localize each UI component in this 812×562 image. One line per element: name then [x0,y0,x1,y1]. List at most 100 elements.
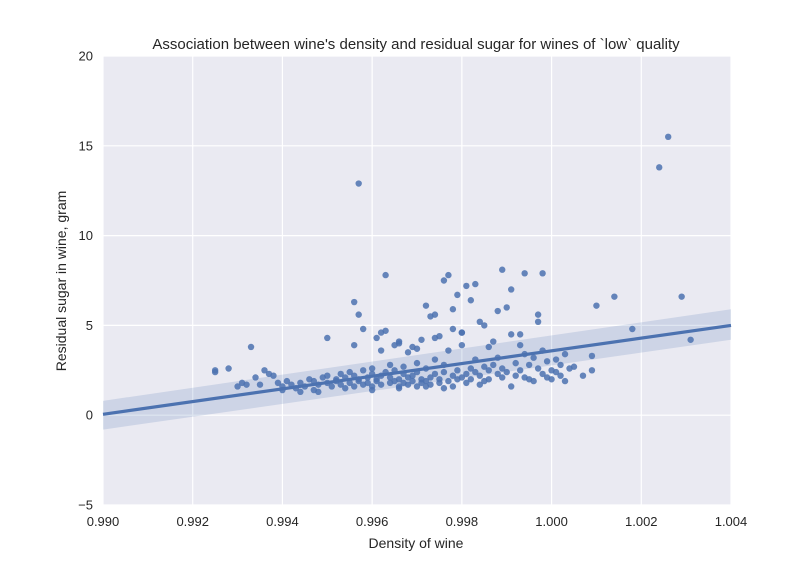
data-point [261,367,268,374]
data-point [337,381,344,388]
data-point [364,379,371,387]
data-point [467,376,475,383]
data-point [382,271,389,279]
data-point [422,383,430,390]
data-point [274,379,282,387]
data-point [440,368,448,376]
data-point [445,271,452,279]
y-tick-label: 15 [79,138,93,153]
data-point [525,361,533,369]
data-point [534,365,542,372]
data-point [395,385,403,392]
data-point [579,372,587,379]
data-point [373,377,380,385]
data-point [508,331,515,338]
data-point [404,381,412,388]
data-point [552,356,560,363]
data-point [359,325,367,333]
x-tick-label: 1.004 [715,514,748,529]
data-point [351,341,358,349]
y-tick-labels: −5 0 5 10 15 20 [78,49,93,513]
data-point [561,377,569,385]
data-point [516,367,524,374]
data-point [431,334,439,342]
data-point [588,352,596,360]
data-point [386,361,394,369]
data-point [422,302,430,309]
data-point [431,356,439,363]
data-point [355,311,362,318]
data-point [516,341,524,349]
data-point [404,349,412,356]
data-point [481,363,488,370]
data-point [687,336,694,343]
data-point [409,377,416,385]
data-point [458,329,466,336]
data-point [359,367,367,374]
data-point [422,377,430,385]
data-point [413,345,421,352]
data-point [534,318,542,326]
data-point [449,383,457,390]
data-point [552,368,560,376]
data-point [490,338,497,345]
data-point [449,372,457,379]
data-point [337,370,344,378]
data-point [481,322,488,329]
x-tick-labels: 0.990 0.992 0.994 0.996 0.998 1.000 1.002 1.004 [87,514,748,529]
data-point [342,385,349,392]
regression-line-group [102,323,732,416]
data-point [252,374,259,381]
data-point [490,361,497,369]
data-point [530,377,537,385]
data-point [557,361,564,369]
data-point [346,379,353,387]
data-point [503,368,510,376]
data-point [355,180,362,187]
data-point [324,334,331,342]
regression-line [102,323,732,416]
data-point [499,266,506,273]
data-point [297,379,304,387]
data-point [247,343,255,351]
data-point [445,347,452,354]
data-point [377,347,385,354]
data-point [454,291,461,299]
data-point [467,297,475,304]
plot-area [103,56,731,505]
data-point [395,340,403,347]
data-point [283,377,291,385]
data-point [503,304,510,311]
data-point [534,311,542,318]
grid-lines [102,55,732,506]
data-point [234,383,241,390]
x-axis-label: Density of wine [369,535,464,551]
data-point [324,372,331,379]
data-point [431,311,439,318]
data-point [570,363,578,370]
data-point [449,306,457,313]
data-point [561,350,569,358]
data-point [297,388,304,396]
data-point [409,372,416,379]
y-axis-label: Residual sugar in wine, gram [53,191,69,372]
data-point [476,318,483,326]
data-point [508,383,515,390]
data-point [211,368,219,376]
x-tick-label: 0.994 [266,514,299,529]
data-point [512,359,519,367]
y-tick-label: 10 [79,228,93,243]
data-point [413,383,421,390]
data-point [458,341,466,349]
y-tick-label: −5 [78,498,93,513]
data-point [368,365,376,372]
data-point [377,329,385,336]
data-point [463,370,470,378]
y-tick-label: 0 [86,408,93,423]
data-point [588,367,596,374]
x-tick-label: 0.998 [446,514,479,529]
data-point [395,376,403,383]
data-point [431,370,439,378]
y-tick-label: 5 [86,318,93,333]
